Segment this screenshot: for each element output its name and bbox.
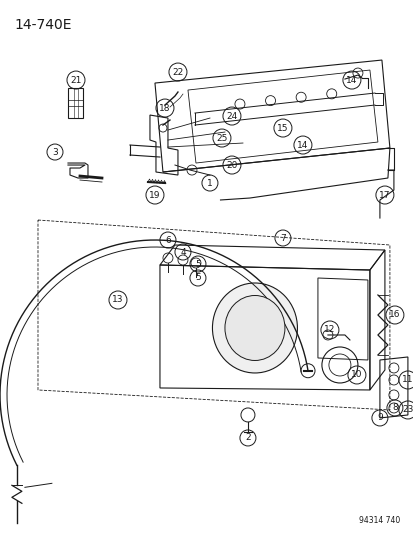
Text: 10: 10 <box>350 370 362 379</box>
Text: 4: 4 <box>180 247 185 256</box>
Text: 5: 5 <box>195 260 200 269</box>
Text: 13: 13 <box>112 295 123 304</box>
Text: 2: 2 <box>244 433 250 442</box>
Text: 14: 14 <box>297 141 308 150</box>
Text: 25: 25 <box>216 134 227 142</box>
Text: 17: 17 <box>378 190 390 199</box>
Text: 24: 24 <box>226 111 237 120</box>
Text: 22: 22 <box>172 68 183 77</box>
Text: 14-740E: 14-740E <box>14 18 71 32</box>
Text: 9: 9 <box>376 414 382 423</box>
Text: 1: 1 <box>206 179 212 188</box>
Text: 21: 21 <box>70 76 81 85</box>
Ellipse shape <box>212 283 297 373</box>
Text: 5: 5 <box>195 273 200 282</box>
Text: 8: 8 <box>391 403 397 413</box>
Text: 18: 18 <box>159 103 170 112</box>
Text: 3: 3 <box>52 148 58 157</box>
Text: 16: 16 <box>388 311 400 319</box>
Ellipse shape <box>224 295 284 360</box>
Text: 94314 740: 94314 740 <box>358 516 399 525</box>
Text: 20: 20 <box>226 160 237 169</box>
Text: 6: 6 <box>165 236 171 245</box>
Text: 14: 14 <box>345 76 357 85</box>
Text: 23: 23 <box>401 406 413 415</box>
Text: 15: 15 <box>277 124 288 133</box>
Text: 7: 7 <box>279 233 285 243</box>
Text: 19: 19 <box>149 190 160 199</box>
Text: 11: 11 <box>401 375 413 384</box>
Text: 12: 12 <box>323 326 335 335</box>
